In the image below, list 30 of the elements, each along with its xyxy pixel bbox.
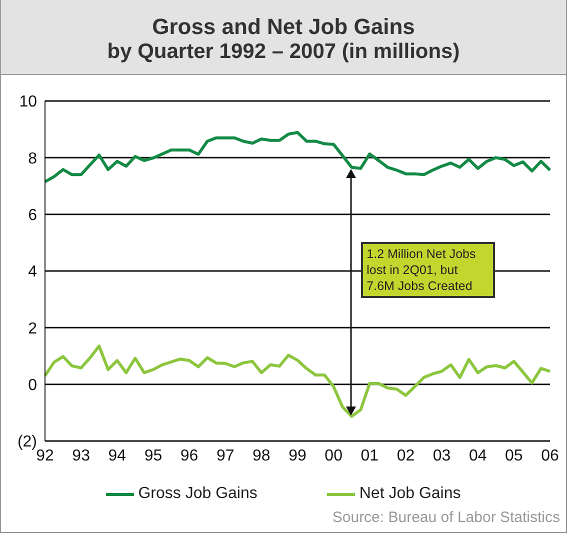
y-tick-label: 4 <box>28 264 38 281</box>
y-tick-label: 10 <box>19 94 38 111</box>
x-tick-label: 96 <box>180 447 198 464</box>
source-note: Source: Bureau of Labor Statistics <box>331 509 561 528</box>
x-tick-label: 01 <box>360 447 379 464</box>
y-tick-label: (2) <box>17 434 37 451</box>
y-tick-label: 6 <box>28 207 38 224</box>
x-tick-label: 97 <box>216 447 234 464</box>
x-tick-label: 00 <box>324 447 343 464</box>
x-tick-label: 95 <box>144 447 162 464</box>
x-tick-label: 05 <box>505 447 523 464</box>
y-tick-label: 2 <box>28 320 38 338</box>
annotation: 1.2 Million Net Jobs lost in 2Q01, but 7.6M Jobs Created <box>360 242 495 298</box>
x-tick-label: 99 <box>288 447 306 464</box>
x-tick-label: 94 <box>108 447 126 464</box>
x-tick-label: 98 <box>252 447 270 464</box>
x-tick-label: 06 <box>541 447 559 464</box>
chart-title: Gross and Net Job Gains <box>151 14 416 40</box>
line-series <box>44 130 552 184</box>
y-tick-label: 8 <box>28 150 38 168</box>
x-tick-label: 03 <box>432 447 451 464</box>
chart-subtitle: by Quarter 1992 – 2007 (in millions) <box>106 40 461 64</box>
x-tick-label: 93 <box>72 447 90 464</box>
y-tick-label: 0 <box>28 377 38 394</box>
x-tick-label: 04 <box>468 447 487 464</box>
x-tick-label: 92 <box>36 447 54 464</box>
legend-label: Net Job Gains <box>359 485 461 503</box>
legend-label: Gross Job Gains <box>138 485 258 503</box>
line-series <box>44 344 552 418</box>
x-tick-label: 02 <box>396 447 415 464</box>
